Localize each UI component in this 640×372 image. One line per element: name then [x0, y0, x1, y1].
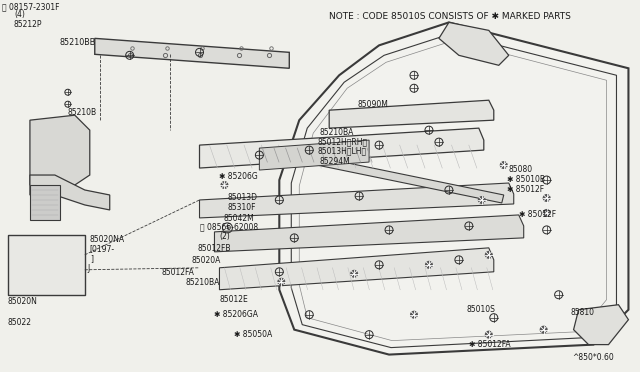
Text: Ⓑ 08157-2301F: Ⓑ 08157-2301F [2, 3, 60, 12]
Text: 85020A: 85020A [191, 256, 221, 265]
Text: ✱ 85010B: ✱ 85010B [507, 175, 545, 184]
Text: 85012FB: 85012FB [198, 244, 231, 253]
Text: J: J [88, 264, 90, 273]
Circle shape [485, 251, 493, 259]
Text: 85310F: 85310F [227, 203, 256, 212]
Polygon shape [279, 22, 628, 355]
Circle shape [543, 194, 550, 202]
Text: 85042M: 85042M [223, 214, 254, 223]
Text: ✱ 85012F: ✱ 85012F [507, 185, 544, 194]
Circle shape [220, 181, 228, 189]
Text: 85210BB: 85210BB [60, 38, 96, 47]
Text: 85010S: 85010S [467, 305, 496, 314]
Text: NOTE : CODE 85010S CONSISTS OF ✱ MARKED PARTS: NOTE : CODE 85010S CONSISTS OF ✱ MARKED … [329, 12, 571, 22]
Text: 85020NA: 85020NA [90, 235, 125, 244]
Polygon shape [95, 38, 289, 68]
Circle shape [500, 161, 508, 169]
Polygon shape [8, 235, 84, 295]
Text: ^850*0.60: ^850*0.60 [572, 353, 614, 362]
Text: 85090M: 85090M [357, 100, 388, 109]
Text: ✱ 85012F: ✱ 85012F [519, 210, 556, 219]
Circle shape [540, 326, 548, 334]
Text: 85012H〈RH〉: 85012H〈RH〉 [317, 137, 367, 146]
Circle shape [425, 261, 433, 269]
Text: 85210B: 85210B [68, 108, 97, 117]
Text: ✱ 85206G: ✱ 85206G [220, 172, 258, 181]
Text: ✱ 85206GA: ✱ 85206GA [214, 310, 259, 319]
Text: 85810: 85810 [571, 308, 595, 317]
Polygon shape [214, 215, 524, 252]
Text: [0197-: [0197- [90, 244, 115, 253]
Circle shape [478, 196, 486, 204]
Polygon shape [30, 185, 60, 220]
Polygon shape [30, 175, 109, 210]
Polygon shape [573, 305, 628, 344]
Text: 85020N: 85020N [8, 297, 38, 306]
Text: S: S [225, 225, 229, 230]
Polygon shape [259, 140, 369, 170]
Text: ]: ] [90, 254, 93, 263]
Text: 85080: 85080 [509, 165, 533, 174]
Circle shape [543, 209, 550, 217]
Text: 85210BA: 85210BA [319, 128, 353, 137]
Polygon shape [30, 115, 90, 185]
Text: 85212P: 85212P [14, 20, 42, 29]
Text: 85012FA: 85012FA [162, 268, 195, 277]
Text: ✱ 85050A: ✱ 85050A [234, 330, 273, 339]
Circle shape [350, 270, 358, 278]
Text: (4): (4) [14, 10, 25, 19]
Text: 85013H〈LH〉: 85013H〈LH〉 [317, 146, 366, 155]
Text: 85013D: 85013D [227, 193, 257, 202]
Polygon shape [439, 22, 509, 65]
Text: (2): (2) [220, 232, 230, 241]
Polygon shape [200, 128, 484, 168]
Text: 85210BA: 85210BA [186, 278, 220, 287]
Polygon shape [307, 155, 504, 203]
Polygon shape [220, 248, 494, 290]
Text: ✱ 85012FA: ✱ 85012FA [469, 340, 511, 349]
Text: 85294M: 85294M [319, 157, 350, 166]
Circle shape [410, 311, 418, 319]
Circle shape [277, 278, 285, 286]
Circle shape [485, 331, 493, 339]
Text: 85022: 85022 [8, 318, 32, 327]
Text: Ⓢ 08566-62008: Ⓢ 08566-62008 [200, 222, 258, 231]
Polygon shape [200, 183, 514, 218]
Text: 85012E: 85012E [220, 295, 248, 304]
Polygon shape [329, 100, 494, 128]
